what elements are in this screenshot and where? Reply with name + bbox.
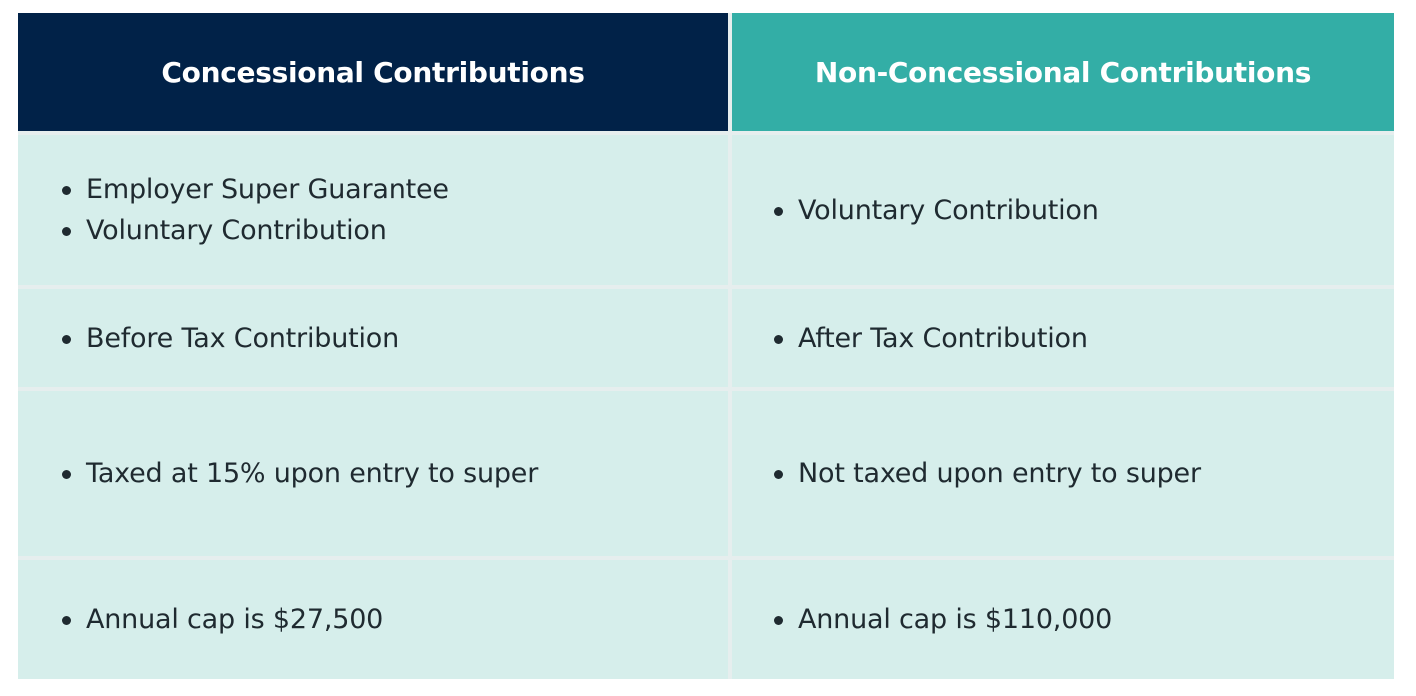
row-1-non-concessional-cell: Voluntary Contribution — [732, 135, 1394, 285]
comparison-grid: Concessional Contributions Non-Concessio… — [18, 13, 1394, 679]
list-item-text: Not taxed upon entry to super — [798, 458, 1201, 489]
list-item-text: Before Tax Contribution — [86, 322, 400, 354]
row-3-non-concessional-cell: Not taxed upon entry to super — [732, 391, 1394, 556]
list-item-text: Taxed at 15% upon entry to super — [86, 458, 539, 489]
comparison-table: Concessional Contributions Non-Concessio… — [18, 13, 1394, 679]
row-1-concessional-list: Employer Super Guarantee Voluntary Contr… — [18, 169, 449, 251]
bullet-icon — [62, 227, 71, 236]
list-item-text: Annual cap is $110,000 — [798, 604, 1113, 635]
bullet-icon — [774, 470, 783, 479]
list-item-text: After Tax Contribution — [798, 322, 1088, 354]
list-item-text: Employer Super Guarantee — [86, 174, 449, 205]
row-2-concessional-list: Before Tax Contribution — [18, 318, 399, 359]
row-4-non-concessional-cell: Annual cap is $110,000 — [732, 560, 1394, 679]
bullet-icon — [774, 206, 783, 216]
row-3-non-concessional-list: Not taxed upon entry to super — [732, 453, 1201, 494]
header-concessional: Concessional Contributions — [18, 13, 728, 131]
header-concessional-label: Concessional Contributions — [161, 55, 585, 89]
list-item-text: Annual cap is $27,500 — [86, 604, 384, 635]
bullet-icon — [62, 186, 71, 195]
row-2-non-concessional-cell: After Tax Contribution — [732, 289, 1394, 387]
list-item: Taxed at 15% upon entry to super — [60, 453, 538, 494]
row-4-non-concessional-list: Annual cap is $110,000 — [732, 599, 1112, 640]
list-item-text: Voluntary Contribution — [798, 194, 1099, 226]
list-item: Annual cap is $110,000 — [772, 599, 1112, 640]
list-item: Voluntary Contribution — [772, 190, 1099, 231]
bullet-icon — [774, 616, 783, 625]
list-item: Voluntary Contribution — [60, 210, 449, 251]
row-1-non-concessional-list: Voluntary Contribution — [732, 190, 1099, 231]
bullet-icon — [774, 334, 783, 344]
row-2-non-concessional-list: After Tax Contribution — [732, 318, 1088, 359]
list-item: Employer Super Guarantee — [60, 169, 449, 210]
bullet-icon — [62, 334, 71, 344]
bullet-icon — [62, 470, 71, 479]
list-item-text: Voluntary Contribution — [86, 215, 387, 246]
row-2-concessional-cell: Before Tax Contribution — [18, 289, 728, 387]
row-3-concessional-list: Taxed at 15% upon entry to super — [18, 453, 538, 494]
bullet-icon — [62, 616, 71, 625]
list-item: Before Tax Contribution — [60, 318, 399, 359]
row-4-concessional-cell: Annual cap is $27,500 — [18, 560, 728, 679]
list-item: Not taxed upon entry to super — [772, 453, 1201, 494]
list-item: After Tax Contribution — [772, 318, 1088, 359]
header-non-concessional: Non-Concessional Contributions — [732, 13, 1394, 131]
row-4-concessional-list: Annual cap is $27,500 — [18, 599, 383, 640]
list-item: Annual cap is $27,500 — [60, 599, 383, 640]
header-non-concessional-label: Non-Concessional Contributions — [814, 55, 1312, 89]
row-1-concessional-cell: Employer Super Guarantee Voluntary Contr… — [18, 135, 728, 285]
row-3-concessional-cell: Taxed at 15% upon entry to super — [18, 391, 728, 556]
